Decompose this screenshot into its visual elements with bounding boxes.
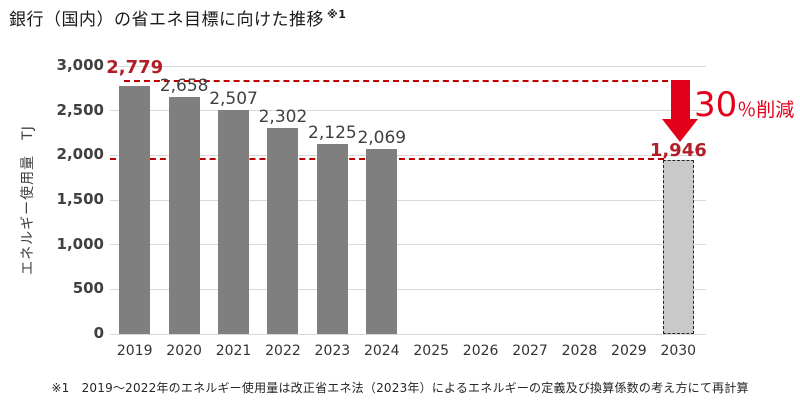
gridline-0 xyxy=(110,333,706,335)
gridline-2000 xyxy=(110,154,706,156)
gridline-3000 xyxy=(110,65,706,67)
bar-2019 xyxy=(119,85,151,334)
x-axis-tick-label-2023: 2023 xyxy=(314,343,351,359)
x-axis-tick-label-2027: 2027 xyxy=(512,343,548,359)
title-footnote-reference: ※1 xyxy=(327,8,347,22)
x-axis-tick-label-2025: 2025 xyxy=(413,343,450,359)
x-axis-tick-label-2020: 2020 xyxy=(166,343,202,359)
value-label-2023: 2,125 xyxy=(308,123,357,144)
gridline-1500 xyxy=(110,199,706,201)
y-axis-tick-label: 1,000 xyxy=(56,234,104,253)
bar-2023 xyxy=(316,144,348,334)
x-axis-tick-label-2030: 2030 xyxy=(660,343,697,359)
bar-2020 xyxy=(168,96,200,334)
reduction-percent-value: 30 xyxy=(694,85,738,125)
bar-2021 xyxy=(218,110,250,334)
x-axis-tick-label-2022: 2022 xyxy=(265,343,301,359)
x-axis-tick-label-2024: 2024 xyxy=(363,343,400,359)
footnote: ※1 2019～2022年のエネルギー使用量は改正省エネ法（2023年）によるエ… xyxy=(51,381,749,395)
value-label-2021: 2,507 xyxy=(209,89,258,110)
y-axis-tick-label: 2,500 xyxy=(56,100,104,119)
y-axis-tick-label: 2,000 xyxy=(56,145,104,164)
target-bar-2030 xyxy=(662,160,694,334)
bar-2022 xyxy=(267,128,299,334)
y-axis-tick-label: 500 xyxy=(72,279,104,298)
reduction-arrow-head xyxy=(662,119,698,142)
gridline-2500 xyxy=(110,110,706,112)
x-axis-tick-label-2026: 2026 xyxy=(462,343,499,359)
x-axis-tick-label-2028: 2028 xyxy=(561,343,598,359)
x-axis-tick-label-2019: 2019 xyxy=(116,343,153,359)
x-axis-tick-label-2021: 2021 xyxy=(215,343,252,359)
value-label-2024: 2,069 xyxy=(357,128,407,149)
value-label-2022: 2,302 xyxy=(258,107,308,128)
value-label-2030: 1,946 xyxy=(649,140,707,162)
baseline-dashed-line xyxy=(124,79,688,82)
y-axis-tick-label: 0 xyxy=(93,324,104,342)
y-axis-tick-label: 3,000 xyxy=(56,56,104,74)
page-title: 銀行（国内）の省エネ目標に向けた推移 ※1 xyxy=(9,5,346,30)
bar-2024 xyxy=(366,149,398,334)
reduction-percent-suffix: ％削減 xyxy=(737,99,795,121)
reduction-annotation: 30％削減 xyxy=(694,88,794,122)
gridline-500 xyxy=(110,288,706,290)
y-axis-tick-label: 1,500 xyxy=(56,190,104,208)
gridline-1000 xyxy=(110,244,706,246)
x-axis-tick-label-2029: 2029 xyxy=(611,343,647,359)
page-title-text: 銀行（国内）の省エネ目標に向けた推移 xyxy=(9,10,324,30)
value-label-2020: 2,658 xyxy=(159,75,209,96)
reduction-arrow-shaft xyxy=(671,80,690,120)
value-label-2019: 2,779 xyxy=(106,56,164,78)
